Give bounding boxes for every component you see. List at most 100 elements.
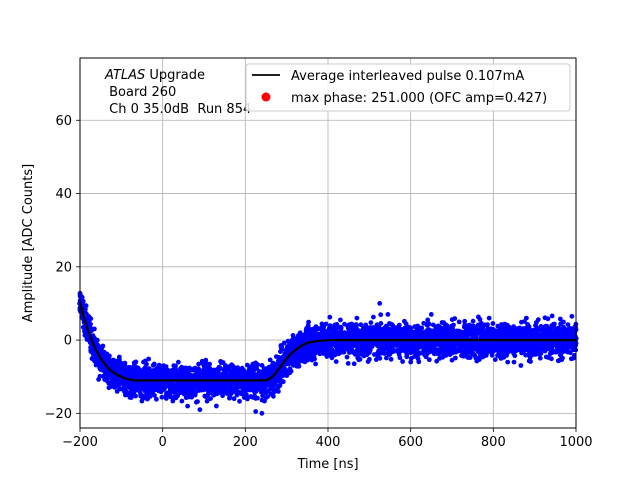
sample-point <box>152 393 157 398</box>
sample-point <box>242 388 248 394</box>
sample-point <box>280 379 286 385</box>
sample-point <box>227 395 232 401</box>
sample-point <box>344 354 350 360</box>
sample-point <box>385 312 391 317</box>
sample-point <box>378 321 384 326</box>
sample-point <box>83 303 89 309</box>
sample-point <box>453 355 458 361</box>
sample-point <box>151 361 157 367</box>
sample-point <box>288 368 294 374</box>
sample-point <box>94 337 100 343</box>
sample-point <box>163 364 169 369</box>
sample-point <box>354 315 360 321</box>
sample-point <box>107 353 112 359</box>
x-tick-label: 0 <box>159 435 167 450</box>
sample-point <box>146 356 152 362</box>
legend-entry-average-pulse: Average interleaved pulse 0.107mA <box>291 69 524 84</box>
sample-point <box>253 409 259 414</box>
sample-point <box>281 340 287 346</box>
sample-point <box>552 321 557 327</box>
sample-point <box>259 410 265 416</box>
sample-point <box>377 301 383 306</box>
sample-point <box>388 356 394 362</box>
sample-point <box>312 356 317 362</box>
sample-point <box>416 359 422 365</box>
sample-point <box>245 396 250 402</box>
sample-point <box>154 396 159 402</box>
sample-point <box>456 319 462 325</box>
sample-point <box>384 355 389 361</box>
sample-point <box>271 393 276 399</box>
sample-point <box>133 393 139 399</box>
sample-point <box>231 396 237 402</box>
sample-point <box>329 355 335 361</box>
sample-point <box>372 352 377 357</box>
sample-point <box>470 318 476 324</box>
sample-point <box>168 394 173 400</box>
sample-point <box>92 326 97 332</box>
sample-point <box>333 359 339 364</box>
sample-point <box>341 349 347 355</box>
sample-point <box>408 359 414 365</box>
x-tick-label: 1000 <box>559 435 592 450</box>
sample-point <box>220 393 226 399</box>
sample-point <box>97 373 103 379</box>
sample-point <box>367 356 372 362</box>
sample-point <box>400 359 405 364</box>
sample-point <box>538 351 544 356</box>
sample-point <box>116 382 122 387</box>
sample-point <box>267 357 273 363</box>
x-tick-label: −200 <box>62 435 98 450</box>
sample-point <box>313 361 318 367</box>
sample-point <box>450 326 455 331</box>
sample-point <box>276 389 281 394</box>
sample-point <box>255 395 260 401</box>
sample-point <box>106 385 112 391</box>
sample-point <box>195 399 200 404</box>
annotation-line-1: ATLAS Upgrade <box>104 68 205 83</box>
sample-point <box>505 359 511 365</box>
sample-point <box>518 363 524 368</box>
sample-point <box>323 321 329 327</box>
sample-point <box>338 317 343 323</box>
sample-point <box>490 321 496 326</box>
sample-point <box>569 313 575 319</box>
sample-point <box>244 362 250 368</box>
sample-point <box>404 354 410 360</box>
y-tick-label: −20 <box>45 407 72 422</box>
sample-point <box>345 361 351 366</box>
sample-point <box>537 355 543 361</box>
sample-point <box>449 357 455 363</box>
sample-point <box>265 394 270 399</box>
sample-point <box>279 347 285 352</box>
sample-point <box>396 322 402 328</box>
sample-point <box>338 325 344 331</box>
sample-point <box>237 398 242 404</box>
sample-point <box>524 315 529 321</box>
sample-point <box>284 373 290 378</box>
sample-point <box>545 316 551 322</box>
sample-point <box>255 362 261 368</box>
sample-point <box>207 361 213 367</box>
sample-point <box>144 361 149 367</box>
sample-point <box>443 353 449 358</box>
sample-point <box>88 316 94 322</box>
x-tick-label: 200 <box>233 435 258 450</box>
sample-point <box>467 355 473 360</box>
sample-point <box>426 321 432 327</box>
sample-point <box>452 316 458 321</box>
annotation-atlas: ATLAS <box>104 68 145 83</box>
sample-point <box>179 364 185 370</box>
sample-point <box>419 325 425 331</box>
annotation-upgrade: Upgrade <box>145 68 205 83</box>
sample-point <box>170 398 176 404</box>
sample-point <box>163 396 169 401</box>
sample-point <box>217 366 223 372</box>
sample-point <box>351 361 357 367</box>
sample-point <box>377 355 383 361</box>
legend: Average interleaved pulse 0.107mA max ph… <box>245 63 571 112</box>
legend-marker-swatch <box>261 92 271 102</box>
y-tick-label: 20 <box>55 260 72 275</box>
sample-point <box>100 343 106 349</box>
sample-point <box>159 394 165 400</box>
